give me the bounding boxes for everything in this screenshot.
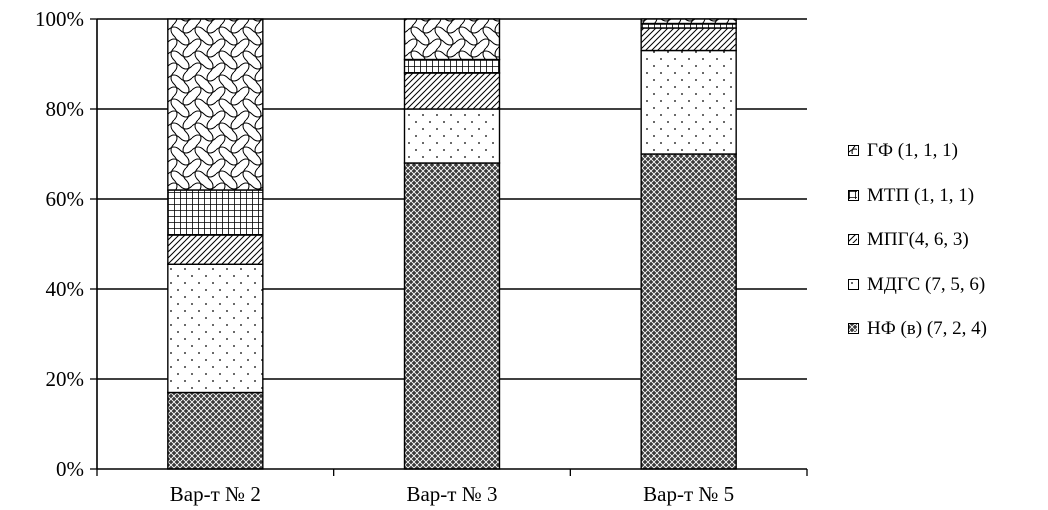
axes xyxy=(90,18,808,476)
y-tick-label: 60% xyxy=(46,187,85,211)
bar-segment xyxy=(403,72,501,110)
bar-segment xyxy=(167,18,264,191)
legend-item: МДГС (7, 5, 6) xyxy=(848,274,1048,319)
bar-segment xyxy=(167,234,264,265)
legend-swatch xyxy=(848,234,859,245)
y-tick-label: 20% xyxy=(46,367,85,391)
bar-segment xyxy=(640,18,737,25)
bar-segment xyxy=(167,391,264,470)
legend-label: НФ (в) (7, 2, 4) xyxy=(867,318,988,339)
y-tick-label: 100% xyxy=(35,7,84,31)
stacked-bar-chart: 0% 20% 40% 60% 80% 100% Вар-т № 2 Вар-т № 3 Вар-… xyxy=(35,7,808,506)
bar-segment xyxy=(640,49,737,155)
legend-swatch xyxy=(848,145,859,156)
legend-label: ГФ (1, 1, 1) xyxy=(867,140,958,161)
bar-segment xyxy=(167,263,264,394)
bar-segment xyxy=(403,108,501,164)
legend-item: МПГ(4, 6, 3) xyxy=(848,229,1048,274)
y-tick-label: 40% xyxy=(46,277,85,301)
legend-item: МТП (1, 1, 1) xyxy=(848,185,1048,230)
bar-segment xyxy=(640,27,737,52)
legend-swatch xyxy=(848,323,859,334)
legend: ГФ (1, 1, 1) МТП (1, 1, 1) xyxy=(848,140,1048,363)
bar-segment xyxy=(403,18,501,61)
bar-segment xyxy=(167,189,264,236)
y-tick-label: 80% xyxy=(46,97,85,121)
bars xyxy=(167,18,737,470)
legend-label: МТП (1, 1, 1) xyxy=(867,184,975,206)
bar-segment xyxy=(640,153,737,470)
tick-labels: 0% 20% 40% 60% 80% 100% Вар-т № 2 Вар-т № 3 Вар-… xyxy=(35,7,734,506)
legend-swatch xyxy=(848,278,859,290)
x-tick-label: Вар-т № 2 xyxy=(170,482,261,506)
bar-segment xyxy=(403,58,501,74)
x-tick-label: Вар-т № 5 xyxy=(643,482,734,506)
bar-segment xyxy=(403,162,501,470)
legend-label: МПГ(4, 6, 3) xyxy=(867,229,969,250)
x-tick-label: Вар-т № 3 xyxy=(406,482,497,506)
y-tick-label: 0% xyxy=(56,457,84,481)
legend-swatch xyxy=(848,189,859,201)
legend-item: ГФ (1, 1, 1) xyxy=(848,140,1048,185)
legend-label: МДГС (7, 5, 6) xyxy=(867,273,986,295)
legend-item: НФ (в) (7, 2, 4) xyxy=(848,318,1048,363)
